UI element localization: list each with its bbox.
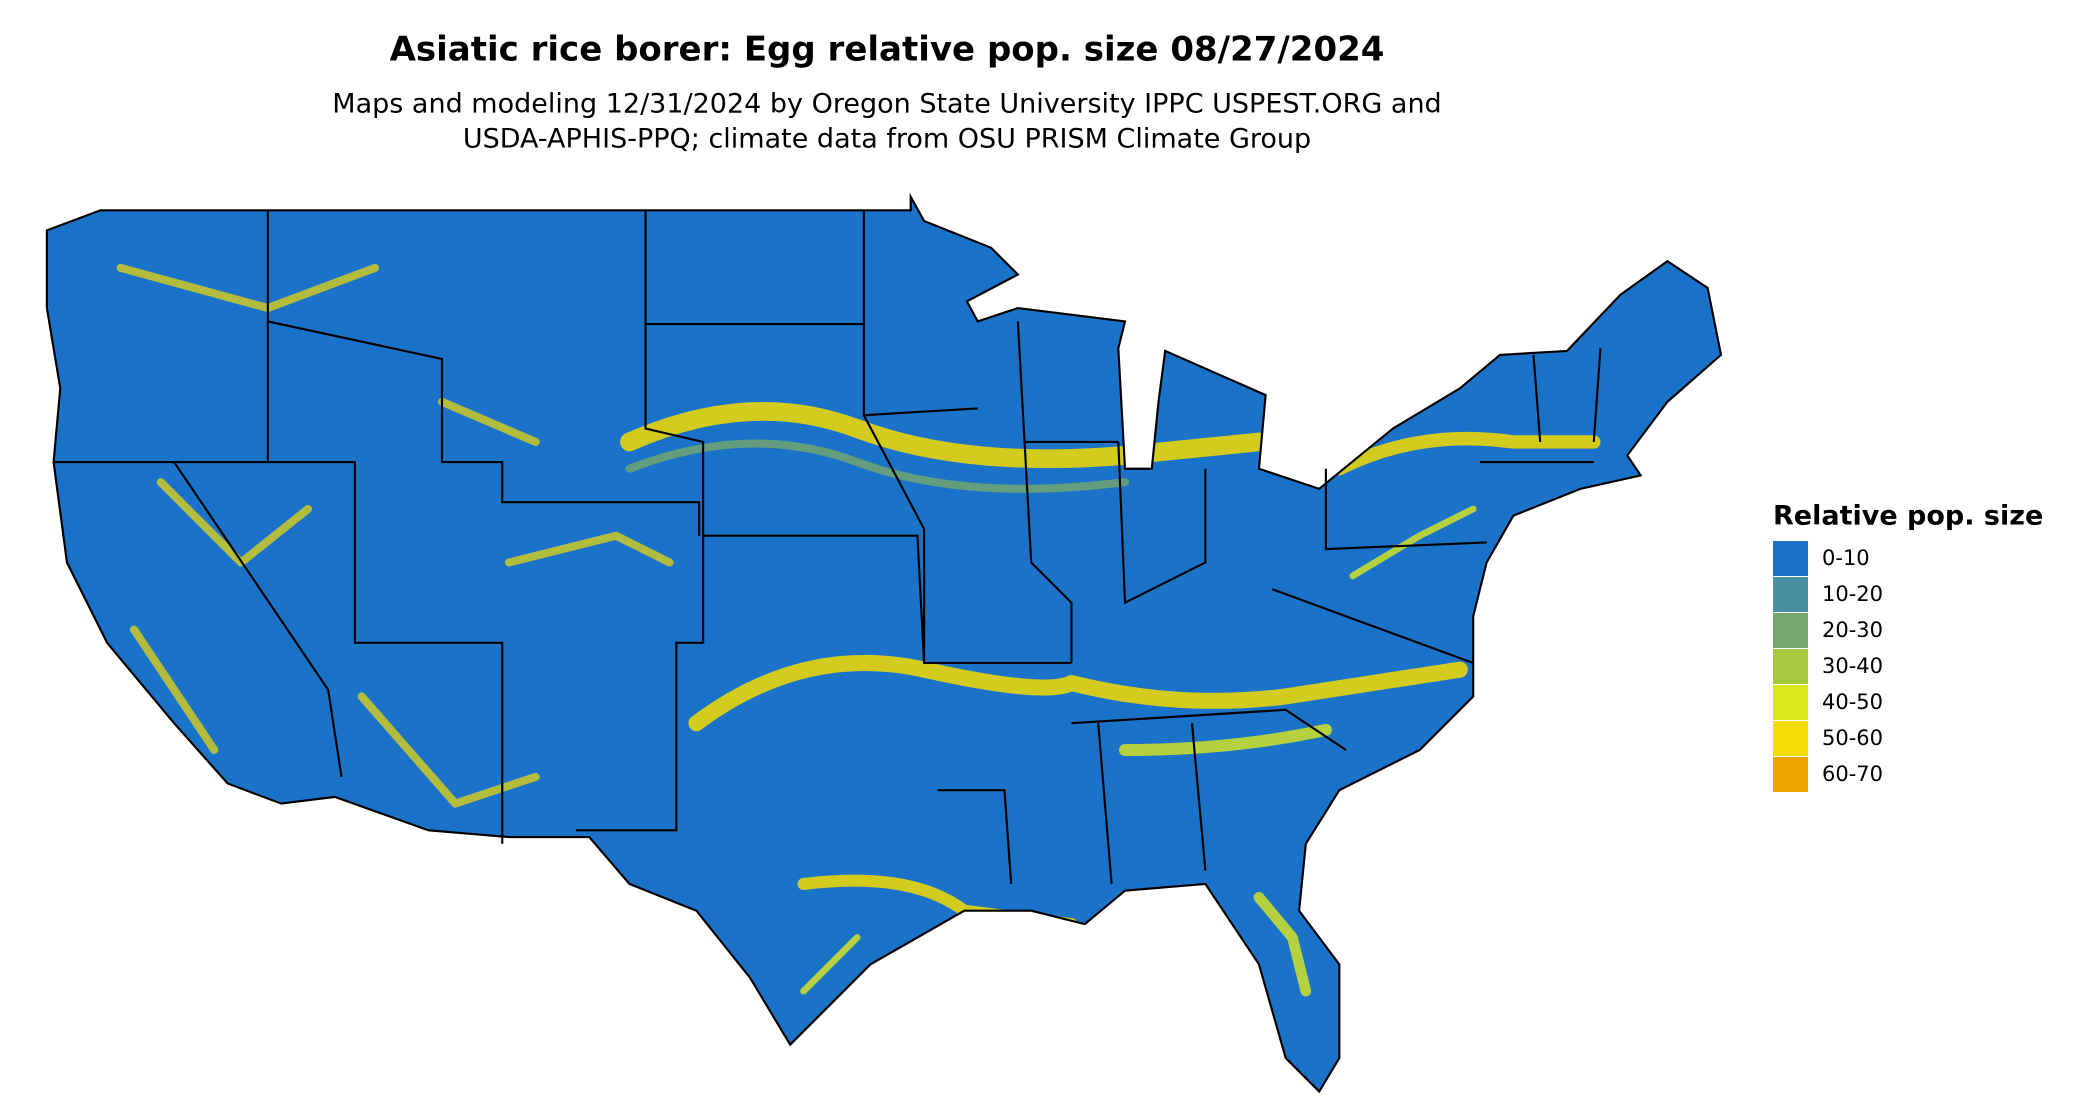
- hotspot-band: [620, 401, 1269, 469]
- subtitle: USDA-APHIS-PPQ; climate data from OSU PR…: [463, 124, 1311, 155]
- legend-label: 30-40: [1822, 654, 1883, 678]
- legend-label: 10-20: [1822, 582, 1883, 606]
- legend-swatch: [1773, 721, 1808, 756]
- legend-label: 60-70: [1822, 762, 1883, 786]
- legend-title: Relative pop. size: [1773, 501, 2043, 532]
- legend: 0-10 10-20 20-30 30-40 40-50 50-60 60-70: [1773, 541, 1883, 792]
- state-borders: [53, 210, 1602, 885]
- legend-label: 50-60: [1822, 726, 1883, 750]
- legend-swatch: [1773, 649, 1808, 684]
- hotspot-band: [800, 505, 1477, 995]
- legend-swatch: [1773, 685, 1808, 720]
- legend-swatch: [1773, 757, 1808, 792]
- subtitle: Maps and modeling 12/31/2024 by Oregon S…: [332, 89, 1441, 120]
- legend-label: 40-50: [1822, 690, 1883, 714]
- hotspot-band: [625, 439, 1130, 493]
- hotspots: [116, 263, 1601, 997]
- legend-label: 20-30: [1822, 618, 1883, 642]
- legend-swatch: [1773, 613, 1808, 648]
- hotspot-band: [1332, 431, 1601, 476]
- legend-swatch: [1773, 541, 1808, 576]
- hotspot-band: [1118, 723, 1332, 757]
- hotspot-band: [688, 654, 1468, 732]
- hotspot-band: [1253, 891, 1312, 997]
- map: [45, 195, 1723, 1093]
- legend-swatch: [1773, 577, 1808, 612]
- legend-label: 0-10: [1822, 546, 1870, 570]
- hotspot-band: [797, 874, 1078, 931]
- title: Asiatic rice borer: Egg relative pop. si…: [390, 30, 1385, 70]
